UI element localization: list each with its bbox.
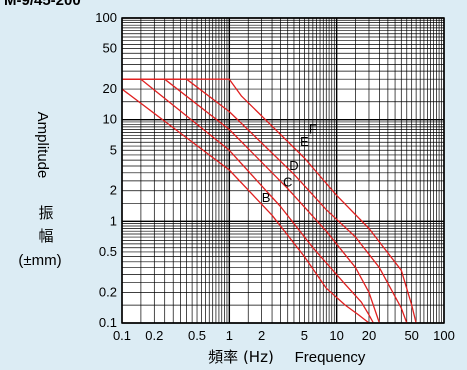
- series-curve-b: [121, 88, 370, 324]
- x-tick-label: 2: [258, 328, 265, 343]
- series-label-d: D: [289, 158, 298, 173]
- y-axis-label-en: Amplitude: [34, 112, 51, 179]
- header-fragment: M-9/45-200: [4, 0, 81, 9]
- y-tick-label: 100: [95, 10, 117, 25]
- x-tick-label: 100: [433, 328, 455, 343]
- x-tick-label: 0.2: [145, 328, 163, 343]
- plot-background: [122, 18, 444, 323]
- y-tick-label: 1: [110, 213, 117, 228]
- x-tick-label: 50: [404, 328, 418, 343]
- series-label-c: C: [283, 175, 292, 190]
- series-label-b: B: [262, 190, 271, 205]
- x-tick-label: 10: [329, 328, 343, 343]
- y-tick-label: 50: [103, 41, 117, 56]
- y-axis-unit: (±mm): [18, 252, 61, 269]
- x-tick-label: 1: [226, 328, 233, 343]
- y-tick-label: 0.5: [99, 244, 117, 259]
- series-label-f: F: [309, 122, 317, 137]
- series-curves: [121, 78, 417, 324]
- x-axis-label-en: Frequency: [295, 349, 366, 366]
- series-curve-f: [122, 78, 417, 324]
- x-axis-label-cjk: 頻率 (Hz): [208, 348, 274, 366]
- tick-labels: 0.1 0.2 0.5 1 2 5 10 20 50 100 0.1 0.2 0.5 1 2 5 10 20 50 1…: [95, 10, 455, 343]
- x-tick-label: 20: [362, 328, 376, 343]
- y-tick-label: 20: [103, 81, 117, 96]
- y-tick-label: 0.2: [99, 284, 117, 299]
- grid: [121, 17, 445, 324]
- y-axis-label-cjk-2: 幅: [38, 227, 53, 245]
- y-tick-label: 0.1: [99, 315, 117, 330]
- series-curve-d: [122, 78, 381, 324]
- series-curve-c: [122, 78, 374, 324]
- plot-frame: [121, 17, 445, 324]
- y-tick-label: 10: [103, 112, 117, 127]
- x-tick-label: 0.5: [188, 328, 206, 343]
- series-label-e: E: [300, 134, 309, 149]
- x-tick-label: 5: [301, 328, 308, 343]
- y-tick-label: 5: [110, 142, 117, 157]
- x-tick-label: 0.1: [113, 328, 131, 343]
- y-tick-label: 2: [110, 183, 117, 198]
- series-curve-e: [122, 78, 408, 324]
- y-axis-label-cjk-1: 振: [38, 204, 53, 222]
